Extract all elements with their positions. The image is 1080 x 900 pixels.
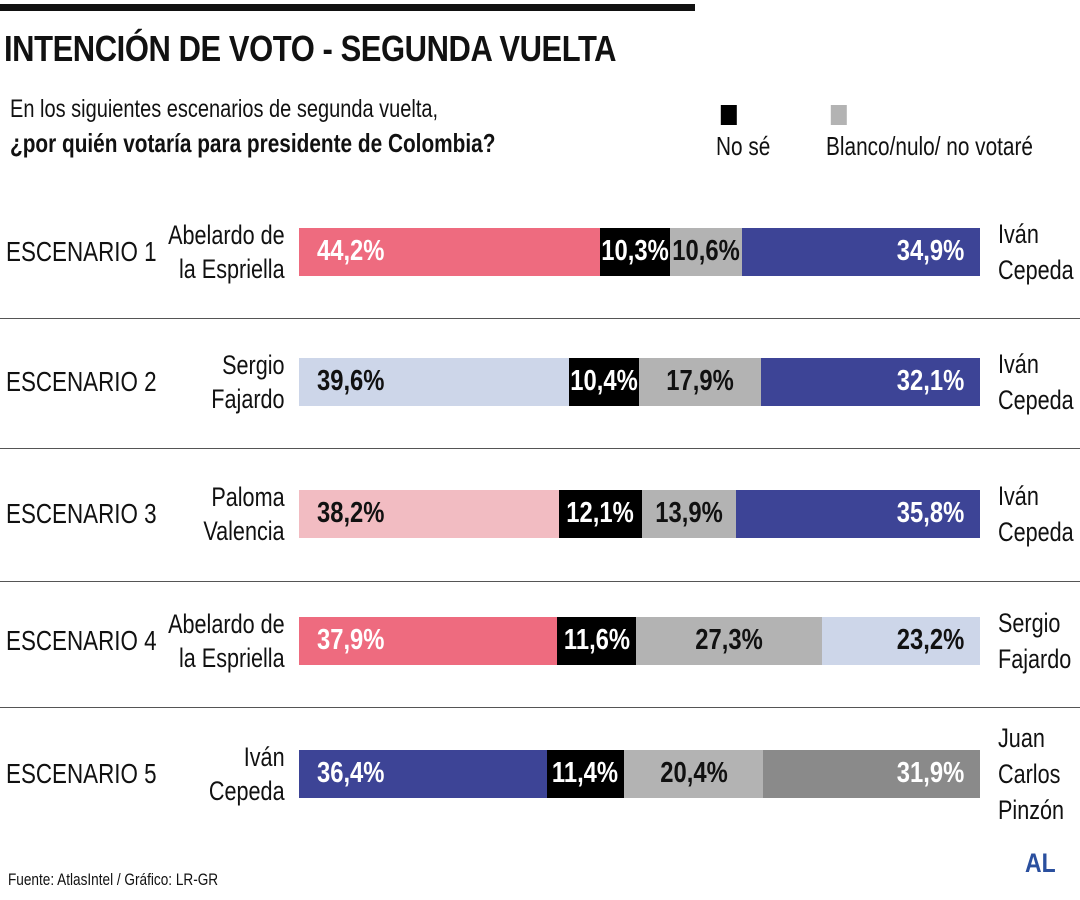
- chart-title: INTENCIÓN DE VOTO - SEGUNDA VUELTA: [4, 28, 617, 69]
- candidate-right: Iván Cepeda: [998, 349, 1074, 415]
- subtitle-line1: En los siguientes escenarios de segunda …: [10, 95, 439, 123]
- data-label: 23,2%: [896, 624, 964, 656]
- data-label: 39,6%: [317, 365, 385, 397]
- brand-logo: AL: [1025, 848, 1056, 878]
- subtitle-line2: ¿por quién votaría para presidente de Co…: [10, 128, 496, 158]
- data-label: 38,2%: [317, 497, 385, 529]
- candidate-left: Abelardo de la Espriella: [168, 609, 286, 673]
- legend-label: No sé: [716, 131, 771, 161]
- candidate-right: Sergio Fajardo: [998, 608, 1072, 674]
- stacked-bar: 37,9% 11,6% 27,3% 23,2%: [299, 617, 980, 665]
- candidate-right: Iván Cepeda: [998, 219, 1074, 285]
- candidate-left: Abelardo de la Espriella: [168, 220, 286, 284]
- bar-segment: 17,9%: [639, 358, 762, 406]
- row-divider: [0, 448, 1080, 449]
- scenario-label: ESCENARIO 5: [6, 758, 157, 789]
- data-label: 36,4%: [317, 757, 385, 789]
- scenario-label: ESCENARIO 3: [6, 498, 157, 529]
- candidate-left: Paloma Valencia: [203, 482, 285, 546]
- candidate-left: Iván Cepeda: [209, 742, 285, 806]
- data-label: 35,8%: [896, 497, 964, 529]
- bar-segment: 10,3%: [600, 228, 671, 276]
- data-label: 27,3%: [695, 624, 763, 656]
- data-label: 34,9%: [896, 235, 964, 267]
- candidate-left: Sergio Fajardo: [211, 350, 285, 414]
- stacked-bar: 38,2% 12,1% 13,9% 35,8%: [299, 490, 980, 538]
- source-note: Fuente: AtlasIntel / Gráfico: LR-GR: [8, 870, 219, 889]
- stacked-bar: 44,2% 10,3% 10,6% 34,9%: [299, 228, 980, 276]
- candidate-right: Iván Cepeda: [998, 481, 1074, 547]
- data-label: 17,9%: [666, 365, 735, 397]
- data-label: 20,4%: [659, 757, 728, 789]
- data-label: 10,6%: [672, 235, 740, 267]
- bar-segment: 20,4%: [624, 750, 763, 798]
- legend-label: Blanco/nulo/ no votaré: [826, 131, 1033, 161]
- top-rule: [0, 4, 695, 11]
- bar-segment: 11,6%: [557, 617, 637, 665]
- data-label: 11,4%: [552, 757, 619, 789]
- bar-segment: 44,2%: [299, 228, 600, 276]
- data-label: 11,6%: [563, 624, 630, 656]
- bar-segment: 13,9%: [641, 490, 737, 538]
- data-label: 44,2%: [317, 235, 385, 267]
- data-label: 12,1%: [566, 497, 635, 529]
- bar-segment: 10,4%: [568, 358, 640, 406]
- bar-segment: 12,1%: [559, 490, 642, 538]
- candidate-right: Juan Carlos Pinzón: [998, 723, 1065, 825]
- bar-segment: 23,2%: [821, 617, 980, 665]
- scenario-label: ESCENARIO 1: [6, 236, 157, 267]
- bar-segment: 34,9%: [742, 228, 980, 276]
- data-label: 13,9%: [655, 497, 723, 529]
- scenario-label: ESCENARIO 4: [6, 625, 157, 656]
- stacked-bar: 39,6% 10,4% 17,9% 32,1%: [299, 358, 980, 406]
- bar-segment: 32,1%: [761, 358, 980, 406]
- data-label: 37,9%: [317, 624, 385, 656]
- legend-swatch: [720, 105, 737, 125]
- bar-segment: 36,4%: [299, 750, 547, 798]
- bar-segment: 38,2%: [299, 490, 560, 538]
- bar-segment: 10,6%: [670, 228, 743, 276]
- stacked-bar: 36,4% 11,4% 20,4% 31,9%: [299, 750, 980, 798]
- bar-segment: 39,6%: [299, 358, 569, 406]
- legend-swatch: [830, 105, 847, 125]
- row-divider: [0, 318, 1080, 319]
- data-label: 10,3%: [601, 235, 669, 267]
- row-divider: [0, 581, 1080, 582]
- bar-segment: 27,3%: [636, 617, 822, 665]
- scenario-label: ESCENARIO 2: [6, 366, 157, 397]
- data-label: 10,4%: [570, 365, 638, 397]
- data-label: 31,9%: [896, 757, 964, 789]
- data-label: 32,1%: [896, 365, 964, 397]
- bar-segment: 11,4%: [546, 750, 625, 798]
- bar-segment: 31,9%: [762, 750, 980, 798]
- bar-segment: 35,8%: [736, 490, 980, 538]
- bar-segment: 37,9%: [299, 617, 558, 665]
- row-divider: [0, 707, 1080, 708]
